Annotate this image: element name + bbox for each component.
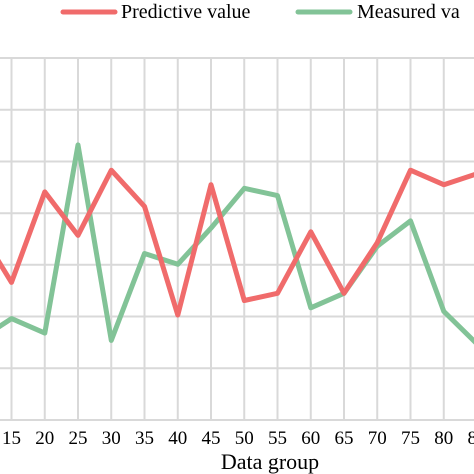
x-tick-label: 65 (335, 428, 354, 449)
x-tick-label: 15 (2, 428, 21, 449)
x-tick-label: 40 (168, 428, 187, 449)
x-tick-label: 70 (368, 428, 387, 449)
x-tick-label: 45 (202, 428, 221, 449)
x-tick-label: 30 (102, 428, 121, 449)
series-line-measured (0, 142, 474, 345)
x-tick-label: 60 (301, 428, 320, 449)
x-tick-label: 20 (35, 428, 54, 449)
series-lines (0, 142, 474, 345)
x-tick-label: 50 (235, 428, 254, 449)
legend-label-measured: Measured va (357, 1, 460, 23)
x-tick-label: 85 (468, 428, 474, 449)
legend: Predictive value Measured va (60, 1, 460, 23)
x-tick-label: 25 (69, 428, 88, 449)
x-tick-label: 55 (268, 428, 287, 449)
x-tick-label: 80 (434, 428, 453, 449)
x-tick-label: 75 (401, 428, 420, 449)
grid (0, 57, 474, 421)
x-axis-title: Data group (221, 449, 319, 474)
x-tick-label: 35 (135, 428, 154, 449)
legend-label-predictive: Predictive value (121, 1, 251, 23)
x-tick-labels: 15 20 25 30 35 40 45 50 55 60 65 70 75 80 85 (2, 428, 474, 449)
